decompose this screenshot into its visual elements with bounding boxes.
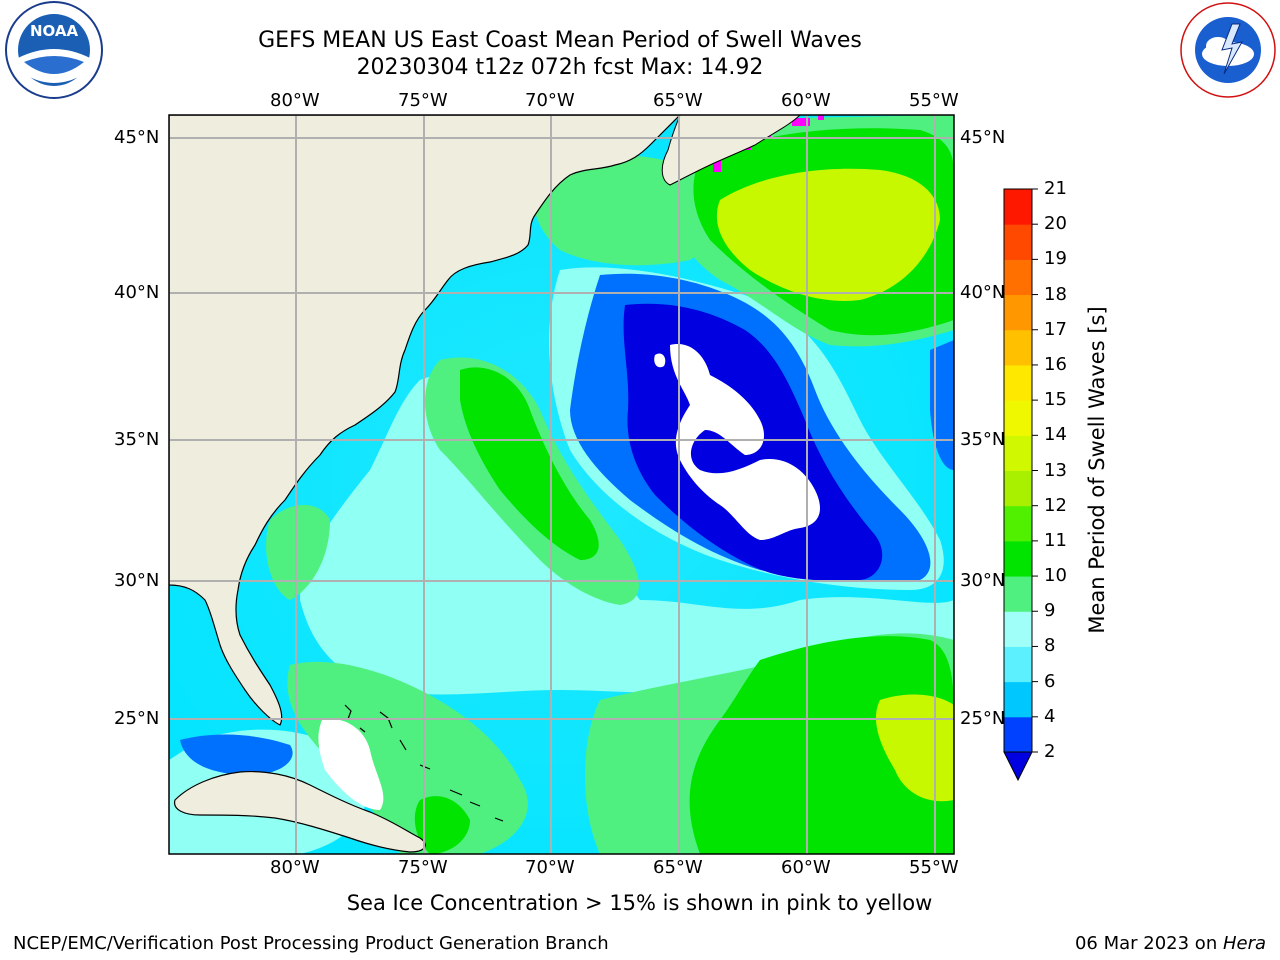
colorbar-tick-label: 14 [1044, 424, 1067, 446]
lon-label-top-70w: 70°W [525, 90, 575, 111]
lon-label-top-55w: 55°W [909, 90, 959, 111]
map-gridlines [169, 115, 954, 854]
colorbar-tick-label: 17 [1044, 318, 1067, 340]
footer-date-machine: 06 Mar 2023 on Hera [1075, 933, 1266, 954]
colorbar-tick-label: 8 [1044, 635, 1056, 657]
noaa-logo-text: NOAA [30, 22, 79, 40]
footer-credit: NCEP/EMC/Verification Post Processing Pr… [13, 933, 609, 954]
colorbar-tick-label: 15 [1044, 389, 1067, 411]
colorbar-tick-label: 19 [1044, 248, 1067, 270]
lon-label-top-80w: 80°W [270, 90, 320, 111]
noaa-logo: NOAA [0, 0, 108, 100]
lat-label-left-45n: 45°N [114, 127, 160, 148]
lon-label-bottom-65w: 65°W [653, 857, 703, 878]
colorbar-segment [1004, 540, 1032, 577]
lon-label-bottom-70w: 70°W [525, 857, 575, 878]
lat-label-left-40n: 40°N [114, 282, 160, 303]
colorbar-segment [1004, 294, 1032, 331]
sea-ice-note: Sea Ice Concentration > 15% is shown in … [346, 891, 933, 915]
colorbar-tick-label: 2 [1044, 741, 1056, 762]
colorbar-segment [1004, 470, 1032, 507]
colorbar [1003, 188, 1038, 782]
lon-label-top-60w: 60°W [781, 90, 831, 111]
footer-machine: Hera [1222, 933, 1266, 954]
colorbar-segment [1004, 576, 1032, 612]
lat-label-right-35n: 35°N [960, 429, 1006, 450]
colorbar-segment [1004, 611, 1032, 647]
colorbar-tick-label: 16 [1044, 353, 1067, 375]
lat-label-left-30n: 30°N [114, 570, 160, 591]
colorbar-segment [1004, 259, 1032, 296]
colorbar-tick-label: 13 [1044, 459, 1067, 481]
land-bahamas [344, 704, 504, 822]
colorbar-tick-label: 9 [1044, 600, 1056, 622]
colorbar-segment [1004, 646, 1032, 683]
lon-label-bottom-80w: 80°W [270, 857, 320, 878]
map-field [169, 115, 954, 854]
colorbar-segment [1004, 435, 1032, 471]
colorbar-segment [1004, 716, 1032, 753]
colorbar-tick-label: 12 [1044, 494, 1067, 516]
colorbar-tick-label: 11 [1044, 529, 1067, 551]
map-frame [168, 114, 955, 855]
lon-label-top-65w: 65°W [653, 90, 703, 111]
colorbar-segment [1004, 505, 1032, 542]
colorbar-segment [1004, 224, 1032, 260]
lat-label-right-40n: 40°N [960, 282, 1006, 303]
colorbar-label: Mean Period of Swell Waves [s] [1085, 306, 1109, 634]
lat-label-right-25n: 25°N [960, 708, 1006, 729]
footer-date: 06 Mar 2023 on [1074, 933, 1223, 954]
chart-title-line1: GEFS MEAN US East Coast Mean Period of S… [258, 28, 862, 53]
colorbar-tick-label: 6 [1044, 670, 1056, 692]
chart-title-line2: 20230304 t12z 072h fcst Max: 14.92 [356, 55, 764, 80]
colorbar-segment [1004, 329, 1032, 366]
colorbar-tick-label: 4 [1044, 705, 1056, 727]
lon-label-top-75w: 75°W [398, 90, 448, 111]
colorbar-tick-label: 21 [1044, 178, 1067, 199]
colorbar-tick-label: 18 [1044, 283, 1067, 305]
lon-label-bottom-75w: 75°W [398, 857, 448, 878]
colorbar-under-triangle [1003, 751, 1033, 782]
lon-label-bottom-55w: 55°W [909, 857, 959, 878]
lat-label-left-25n: 25°N [114, 708, 160, 729]
lat-label-right-30n: 30°N [960, 570, 1006, 591]
colorbar-tick-label: 20 [1044, 213, 1067, 235]
lat-label-right-45n: 45°N [960, 127, 1006, 148]
colorbar-segment [1004, 189, 1032, 225]
land-nova-scotia [661, 115, 801, 186]
nws-logo [1176, 0, 1280, 100]
colorbar-segment [1004, 364, 1032, 401]
colorbar-tick-label: 10 [1044, 565, 1067, 587]
lat-label-left-35n: 35°N [114, 429, 160, 450]
colorbar-segment [1004, 400, 1032, 436]
lon-label-bottom-60w: 60°W [781, 857, 831, 878]
colorbar-segment [1004, 681, 1032, 718]
